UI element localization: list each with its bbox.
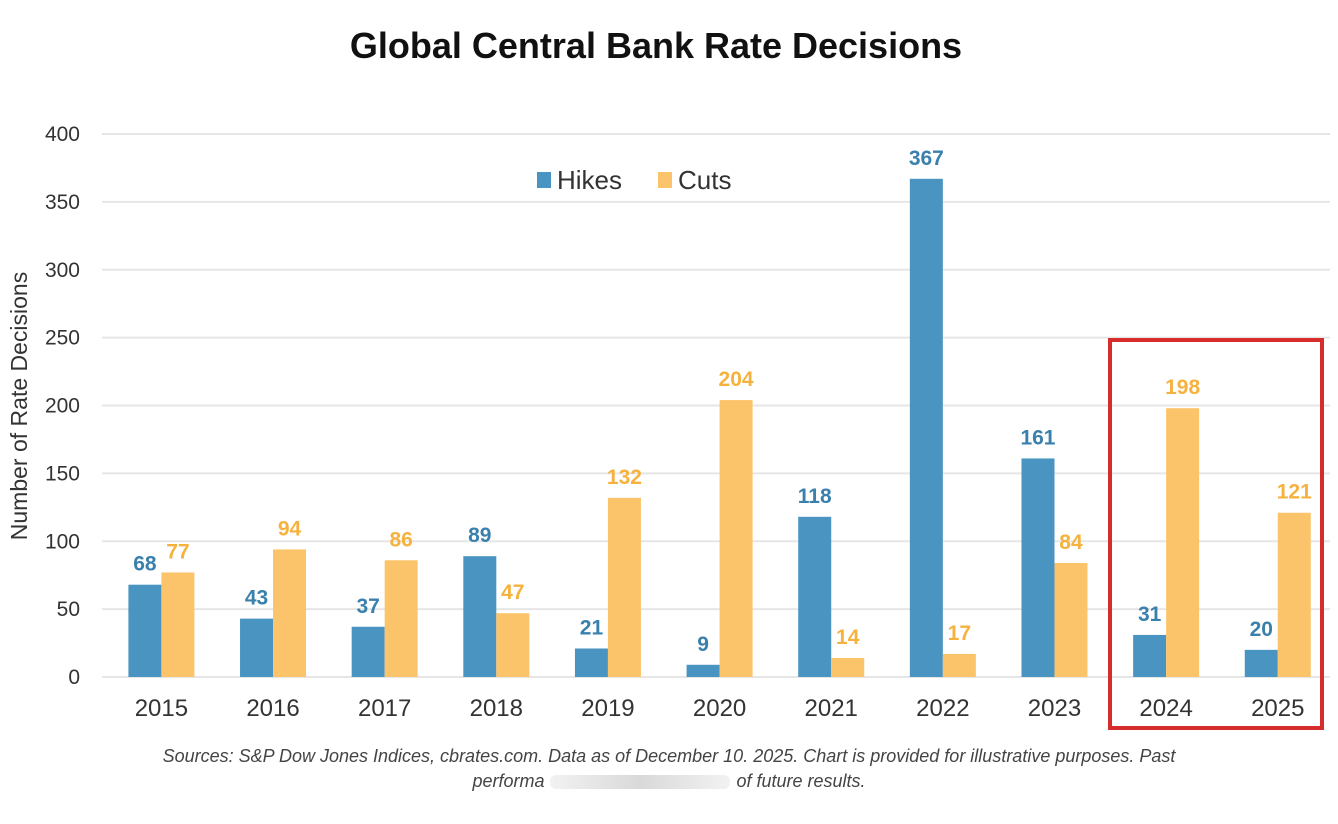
y-tick-400: 400 [45,123,80,146]
bar-cuts-2022 [942,653,976,677]
data-label-cuts-2023: 84 [1059,531,1083,554]
data-label-hikes-2018: 89 [468,524,491,547]
y-tick-200: 200 [45,395,80,418]
data-label-cuts-2020: 204 [719,368,754,391]
legend-label-cuts: Cuts [678,165,731,195]
legend-swatch-cuts [658,172,672,188]
data-label-hikes-2015: 68 [133,553,157,576]
data-label-cuts-2024: 198 [1165,376,1200,399]
bar-hikes-2021 [798,516,832,677]
x-tick-2023: 2023 [1028,695,1081,722]
data-label-hikes-2024: 31 [1138,603,1162,626]
bar-hikes-2024 [1133,634,1167,677]
bar-cuts-2025 [1277,512,1311,677]
legend: Hikes Cuts [537,165,731,195]
bar-cuts-2016 [273,549,307,677]
y-tick-350: 350 [45,191,80,214]
data-label-cuts-2019: 132 [607,466,642,489]
data-label-hikes-2022: 367 [909,147,944,170]
x-tick-2017: 2017 [358,695,411,722]
source-line-1: Sources: S&P Dow Jones Indices, cbrates.… [162,746,1176,766]
watermark-smudge [550,775,731,790]
data-label-hikes-2016: 43 [245,587,268,610]
data-label-hikes-2025: 20 [1250,618,1273,641]
source-line-2-start: performa [472,771,545,791]
x-tick-2015: 2015 [135,695,188,722]
bar-hikes-2016 [240,618,274,677]
bar-hikes-2022 [909,178,943,678]
data-label-hikes-2019: 21 [580,616,604,639]
bar-hikes-2015 [128,584,162,677]
data-label-cuts-2016: 94 [278,517,302,540]
legend-label-hikes: Hikes [557,165,622,195]
bar-cuts-2015 [161,572,195,677]
chart-title: Global Central Bank Rate Decisions [350,25,962,66]
bar-hikes-2019 [574,648,608,677]
x-tick-2018: 2018 [470,695,523,722]
bar-hikes-2017 [351,626,385,677]
bar-cuts-2017 [384,560,418,677]
x-tick-2020: 2020 [693,695,746,722]
bar-cuts-2023 [1054,562,1088,677]
x-tick-2021: 2021 [805,695,858,722]
bar-hikes-2020 [686,664,720,677]
source-note: Sources: S&P Dow Jones Indices, cbrates.… [60,744,1278,794]
x-tick-2019: 2019 [581,695,634,722]
bar-cuts-2021 [831,657,865,677]
x-axis-ticks: 2015 2016 2017 2018 2019 2020 2021 2022 2023 2024… [135,695,1305,722]
bar-cuts-2018 [496,613,530,677]
y-tick-150: 150 [45,462,80,485]
data-labels: 68 77 43 94 37 86 89 47 21 132 9 204 118 14 367 17 161 84… [133,147,1312,656]
bar-cuts-2019 [607,497,641,677]
bar-cuts-2020 [719,400,753,677]
data-label-cuts-2022: 17 [948,622,971,645]
bar-cuts-2024 [1166,408,1200,677]
x-tick-2016: 2016 [246,695,299,722]
data-label-cuts-2018: 47 [501,581,524,604]
bar-hikes-2023 [1021,458,1055,677]
source-line-2-end: of future results. [736,771,866,791]
data-label-cuts-2015: 77 [166,540,189,563]
y-tick-50: 50 [57,598,80,621]
y-tick-100: 100 [45,530,80,553]
highlight-box-2024-2025 [1108,338,1324,730]
x-tick-2024: 2024 [1139,695,1192,722]
legend-swatch-hikes [537,172,551,188]
y-axis-ticks: 0 50 100 150 200 250 300 350 400 [45,123,80,689]
bar-hikes-2018 [463,556,497,677]
source-line-2: performa of future results. [60,769,1278,794]
data-label-cuts-2025: 121 [1277,481,1312,504]
bar-hikes-2025 [1244,649,1278,677]
data-label-hikes-2020: 9 [697,633,709,656]
x-tick-2025: 2025 [1251,695,1304,722]
y-tick-0: 0 [68,666,80,689]
gridlines [102,133,1330,678]
x-tick-2022: 2022 [916,695,969,722]
data-label-hikes-2023: 161 [1020,426,1055,449]
data-label-hikes-2021: 118 [798,485,832,508]
data-label-cuts-2017: 86 [389,528,412,551]
data-label-hikes-2017: 37 [356,595,379,618]
y-tick-300: 300 [45,259,80,282]
bars [128,178,1311,678]
y-axis-label: Number of Rate Decisions [6,272,32,540]
y-tick-250: 250 [45,327,80,350]
data-label-cuts-2021: 14 [836,626,860,649]
